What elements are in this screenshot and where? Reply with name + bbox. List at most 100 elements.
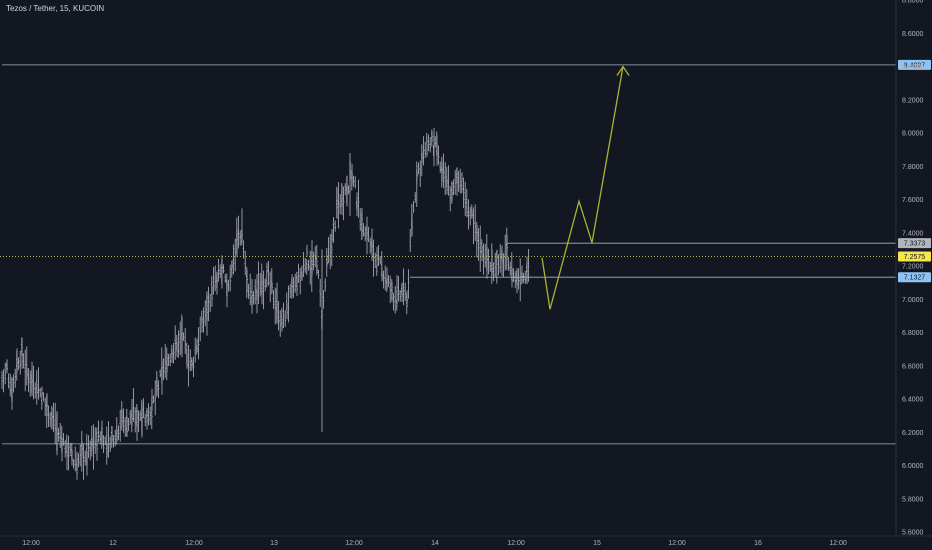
ohlc-bar [31, 361, 33, 397]
ohlc-bar [152, 395, 155, 404]
ohlc-bar [471, 209, 473, 219]
price-axis-tick[interactable]: 6.4000 [902, 397, 924, 404]
ohlc-bar [257, 261, 260, 305]
ohlc-bar [234, 238, 237, 272]
ohlc-bar [207, 286, 210, 322]
time-axis-tick[interactable]: 14 [431, 540, 439, 547]
price-axis-tick[interactable]: 5.8000 [902, 496, 924, 503]
price-axis-tick[interactable]: 6.6000 [902, 363, 924, 370]
ohlc-bar [187, 344, 190, 387]
ohlc-bar [72, 459, 75, 469]
ohlc-bar [262, 270, 265, 310]
ohlc-bar [419, 160, 422, 187]
ohlc-bar [226, 280, 228, 308]
price-axis-tick[interactable]: 8.2000 [902, 97, 924, 104]
ohlc-bar [247, 283, 250, 299]
ohlc-bar [444, 162, 447, 195]
ohlc-bar [219, 264, 222, 279]
ohlc-bar [21, 337, 23, 369]
ohlc-bar [477, 228, 480, 261]
price-axis-tick[interactable]: 8.0000 [902, 131, 924, 138]
time-axis-tick[interactable]: 12:00 [507, 540, 525, 547]
price-axis-tick[interactable]: 5.6000 [902, 530, 924, 537]
price-axis-tick[interactable]: 8.6000 [902, 31, 924, 38]
ohlc-bar [174, 325, 177, 360]
ohlc-bar [499, 244, 502, 273]
price-axis-tick[interactable]: 8.4000 [902, 64, 924, 71]
ohlc-bar [146, 407, 148, 430]
ohlc-bar [424, 141, 427, 159]
horizontal-levels[interactable]: 8.4097 7.3373 7.1327 7.2575 [0, 59, 931, 445]
current-price-tag [898, 251, 931, 262]
ohlc-bar [96, 438, 98, 461]
ohlc-bar [127, 417, 130, 432]
ohlc-bar [122, 408, 125, 433]
ohlc-bar [352, 175, 355, 188]
time-axis-tick[interactable]: 12:00 [185, 540, 203, 547]
ohlc-bar [11, 378, 13, 410]
ohlc-bar [369, 238, 372, 254]
price-axis-tick[interactable]: 7.4000 [902, 230, 924, 237]
ohlc-bar [384, 265, 387, 291]
ohlc-bar [267, 260, 270, 286]
price-axis-tick[interactable]: 6.2000 [902, 430, 924, 437]
time-axis-tick[interactable]: 12:00 [22, 540, 40, 547]
ohlc-bar [41, 386, 43, 396]
ohlc-bar [307, 259, 310, 271]
ohlc-bar [74, 446, 77, 472]
ohlc-bar [92, 424, 95, 470]
ohlc-bar [476, 224, 478, 243]
ohlc-bar [269, 271, 272, 303]
ohlc-bar [391, 282, 393, 303]
ohlc-bar [287, 285, 290, 323]
ohlc-bar [317, 269, 320, 279]
time-axis-tick[interactable]: 15 [593, 540, 601, 547]
price-tag-label: 7.3373 [904, 241, 926, 248]
price-axis-tick[interactable]: 7.8000 [902, 164, 924, 171]
ohlc-bar [392, 293, 395, 311]
ohlc-bar [367, 226, 370, 243]
ohlc-bar [326, 255, 328, 267]
ohlc-bar [112, 435, 115, 448]
ohlc-bar [322, 290, 325, 309]
ohlc-bar [312, 251, 315, 271]
ohlc-bar [164, 344, 167, 378]
projection-path[interactable] [541, 65, 630, 310]
ohlc-bar [494, 252, 497, 278]
price-axis-tick[interactable]: 8.8000 [902, 0, 924, 5]
price-axis-tick[interactable]: 7.0000 [902, 297, 924, 304]
ohlc-bar [379, 256, 382, 265]
ohlc-bar [397, 276, 400, 302]
ohlc-bar [227, 279, 230, 292]
ohlc-bar [434, 136, 437, 148]
ohlc-bar [49, 412, 52, 427]
time-axis-tick[interactable]: 12:00 [345, 540, 363, 547]
ohlc-bar [12, 374, 15, 393]
time-axis-tick[interactable]: 12 [109, 540, 117, 547]
time-axis-tick[interactable]: 13 [270, 540, 278, 547]
time-axis-tick[interactable]: 12:00 [668, 540, 686, 547]
ohlc-bar [169, 353, 172, 367]
price-axis-tick[interactable]: 7.2000 [902, 264, 924, 271]
ohlc-bar [506, 235, 508, 260]
ohlc-bar [347, 185, 350, 195]
ohlc-bar [14, 368, 17, 388]
projection-line[interactable] [541, 66, 624, 310]
ohlc-bar [142, 398, 145, 419]
ohlc-bar [421, 151, 423, 163]
ohlc-bar [82, 443, 85, 480]
ohlc-bar [119, 409, 122, 442]
ohlc-bar [52, 402, 55, 432]
ohlc-bar [276, 282, 278, 324]
time-axis-tick[interactable]: 12:00 [829, 540, 847, 547]
ohlc-bar [329, 233, 332, 270]
price-axis-tick[interactable]: 6.8000 [902, 330, 924, 337]
price-axis-tick[interactable]: 7.6000 [902, 197, 924, 204]
ohlc-bar [319, 278, 322, 307]
ohlc-bar [237, 215, 240, 249]
ohlc-bar [84, 450, 87, 466]
time-axis-tick[interactable]: 16 [754, 540, 762, 547]
price-axis-tick[interactable]: 6.0000 [902, 463, 924, 470]
